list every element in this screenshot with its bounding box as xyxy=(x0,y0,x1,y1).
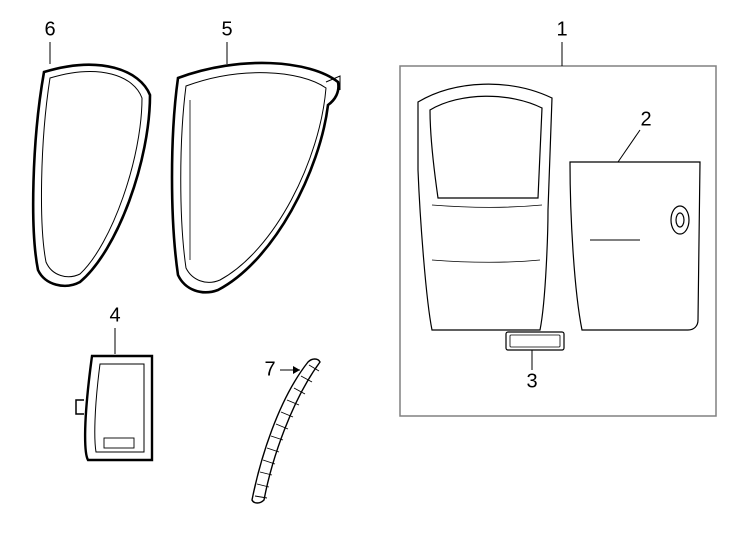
callout-label-5: 5 xyxy=(221,18,232,40)
part-outer-panel xyxy=(570,162,700,330)
callout-label-2: 2 xyxy=(640,108,651,130)
part-corner-seal xyxy=(76,356,152,460)
callout-label-4: 4 xyxy=(109,304,120,326)
callout-label-6: 6 xyxy=(44,18,55,40)
callout-line-2 xyxy=(618,130,640,162)
part-opening-seal xyxy=(33,65,150,286)
callout-label-7: 7 xyxy=(264,358,275,380)
part-edge-strip xyxy=(252,359,320,503)
callout-7: 7 xyxy=(264,358,300,380)
part-plate xyxy=(506,332,564,350)
callout-label-3: 3 xyxy=(526,370,537,392)
part-door-seal xyxy=(172,63,340,292)
parts-diagram: 1 2 3 6 5 xyxy=(0,0,734,540)
callout-label-1: 1 xyxy=(556,18,567,40)
arrowhead-icon xyxy=(293,366,300,374)
part-door-shell xyxy=(418,84,552,330)
assembly-group-box xyxy=(400,66,716,416)
